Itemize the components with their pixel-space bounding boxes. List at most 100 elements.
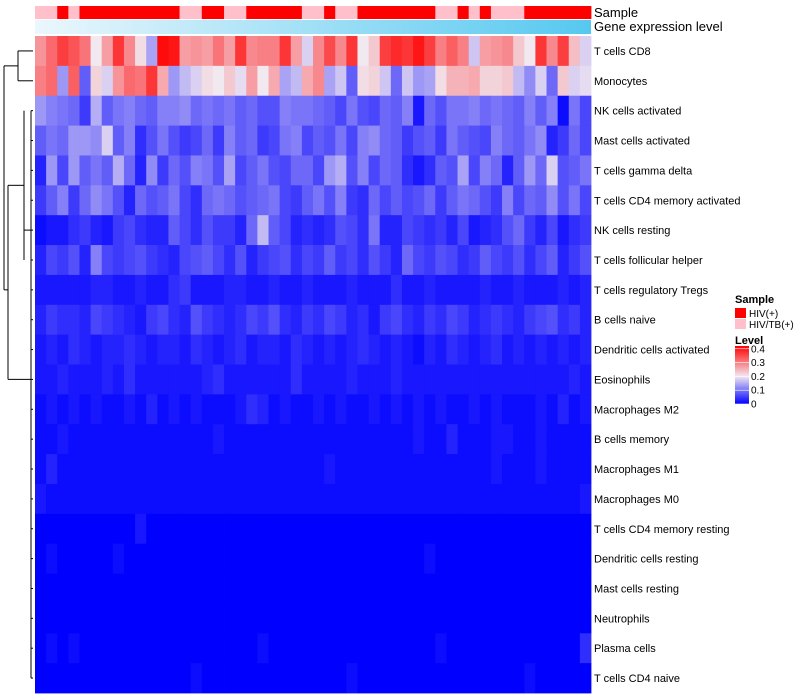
sample-anno-cell: [257, 6, 269, 19]
heatmap-cell: [490, 215, 503, 246]
heatmap-cell: [346, 215, 358, 246]
heatmap-cell: [502, 245, 514, 276]
heatmap-cell: [201, 274, 214, 306]
heatmap-cell: [346, 573, 358, 604]
heatmap-cell: [157, 274, 169, 306]
heatmap-cell: [479, 185, 492, 216]
heatmap-cell: [135, 65, 147, 97]
heatmap-cell: [168, 36, 180, 67]
heatmap-cell: [35, 95, 47, 126]
row-label: T cells CD4 naive: [594, 673, 680, 685]
heatmap-cell: [457, 215, 470, 246]
heatmap-cell: [123, 663, 136, 694]
heatmap-cell: [257, 125, 269, 156]
heatmap-cell: [201, 215, 214, 246]
heatmap-cell: [35, 424, 47, 455]
heatmap-cell: [68, 36, 80, 67]
heatmap-cell: [301, 215, 314, 246]
heatmap-cell: [90, 245, 103, 276]
heatmap-cell: [313, 603, 325, 634]
heatmap-cell: [224, 274, 236, 306]
heatmap-cell: [101, 543, 114, 574]
heatmap-cell: [146, 603, 158, 634]
sample-anno-cell: [123, 6, 136, 19]
heatmap-cell: [79, 334, 91, 365]
heatmap-cell: [324, 155, 336, 186]
heatmap-cell: [546, 543, 559, 574]
heatmap-cell: [112, 245, 125, 276]
heatmap-cell: [112, 215, 125, 246]
heatmap-cell: [413, 633, 425, 664]
heatmap-cell: [179, 454, 192, 485]
heatmap-cell: [313, 125, 325, 156]
heatmap-cell: [135, 95, 147, 126]
heatmap-cell: [379, 424, 392, 455]
heatmap-cell: [313, 274, 325, 306]
heatmap-cell: [579, 603, 592, 634]
sample-anno-cell: [446, 6, 458, 19]
heatmap-cell: [35, 215, 47, 246]
heatmap-cell: [524, 36, 536, 67]
heatmap-cell: [235, 424, 247, 455]
heatmap-cell: [435, 543, 447, 574]
sample-annotation-label: Sample: [594, 5, 638, 20]
heatmap-cell: [301, 155, 314, 186]
heatmap-cell: [535, 364, 547, 395]
heatmap-cell: [246, 185, 258, 216]
heatmap-cell: [79, 155, 91, 186]
heatmap-cell: [301, 633, 314, 664]
heatmap-cell: [579, 483, 592, 515]
heatmap-cell: [135, 304, 147, 336]
heatmap-cell: [568, 125, 581, 156]
sample-anno-cell: [101, 6, 114, 19]
heatmap-cell: [112, 185, 125, 216]
heatmap-cell: [535, 454, 547, 485]
heatmap-cell: [112, 394, 125, 425]
heatmap-cell: [357, 334, 369, 365]
heatmap-cell: [146, 274, 158, 306]
heatmap-cell: [335, 633, 347, 664]
heatmap-cell: [546, 513, 559, 545]
sample-anno-cell: [168, 6, 180, 19]
heatmap-cell: [257, 663, 269, 694]
heatmap-cell: [535, 424, 547, 455]
heatmap-cell: [535, 36, 547, 67]
heatmap-cell: [201, 245, 214, 276]
heatmap-cell: [346, 633, 358, 664]
heatmap-cell: [335, 185, 347, 216]
heatmap-cell: [368, 215, 381, 246]
heatmap-cell: [168, 483, 180, 515]
heatmap-cell: [579, 573, 592, 604]
heatmap-cell: [435, 155, 447, 186]
heatmap-cell: [246, 155, 258, 186]
heatmap-cell: [568, 334, 581, 365]
heatmap-cell: [157, 364, 169, 395]
heatmap-cell: [168, 125, 180, 156]
heatmap-cell: [224, 334, 236, 365]
heatmap-cell: [179, 65, 192, 97]
heatmap-cell: [446, 603, 458, 634]
heatmap-cell: [390, 543, 403, 574]
heatmap-cell: [35, 454, 47, 485]
heatmap-cell: [68, 424, 80, 455]
heatmap-cell: [224, 663, 236, 694]
heatmap-cell: [101, 424, 114, 455]
heatmap-cell: [79, 125, 91, 156]
heatmap-cell: [79, 245, 91, 276]
heatmap-cell: [379, 155, 392, 186]
heatmap-cell: [235, 663, 247, 694]
heatmap-cell: [390, 245, 403, 276]
heatmap-cell: [290, 573, 303, 604]
heatmap-cell: [490, 543, 503, 574]
heatmap-cell: [79, 663, 91, 694]
heatmap-cell: [557, 155, 570, 186]
heatmap-cell: [279, 245, 292, 276]
heatmap-cell: [201, 483, 214, 515]
heatmap-cell: [524, 394, 536, 425]
heatmap-cell: [324, 334, 336, 365]
heatmap-cell: [513, 573, 525, 604]
heatmap-cell: [413, 663, 425, 694]
heatmap-cell: [546, 394, 559, 425]
heatmap-cell: [90, 513, 103, 545]
heatmap-cell: [535, 543, 547, 574]
